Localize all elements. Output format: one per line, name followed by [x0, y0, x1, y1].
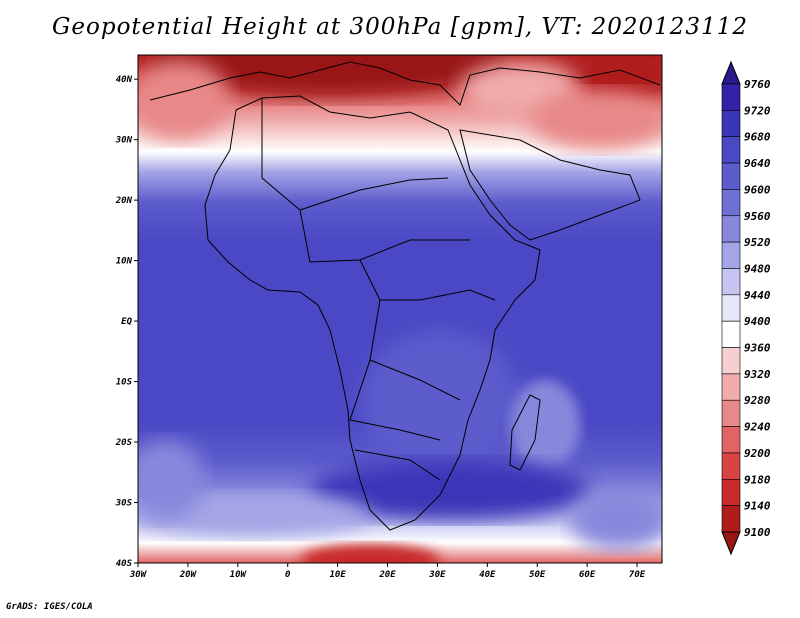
- lon-tick-label: 40E: [479, 570, 496, 580]
- map-title: Geopotential Height at 300hPa [gpm], VT:…: [52, 14, 748, 40]
- colorbar-label: 9320: [744, 368, 771, 381]
- colorbar-label: 9720: [744, 104, 771, 117]
- colorbar-box: [721, 110, 741, 138]
- colorbar-box: [721, 373, 741, 401]
- grads-credit: GrADS: IGES/COLA: [6, 602, 93, 612]
- lat-tick-label: 30S: [115, 499, 133, 509]
- lat-tick-label: 20S: [115, 438, 133, 448]
- longitude-axis: 30W 20W 10W 0 10E 20E 30E 40E 50E 60E 70E: [129, 563, 646, 580]
- colorbar-box: [721, 399, 741, 427]
- lat-tick-label: 30N: [115, 136, 133, 146]
- colorbar: 9760 9720 9680 9640 9600 9560 9520 9480 9440 9400…: [721, 60, 771, 556]
- lat-tick-label: 40N: [116, 75, 133, 85]
- colorbar-box: [721, 215, 741, 243]
- colorbar-box: [721, 268, 741, 296]
- lon-tick-label: 30W: [129, 570, 148, 580]
- lat-tick-label: 10S: [116, 378, 133, 388]
- plot-frame: [137, 54, 663, 564]
- colorbar-label: 9200: [744, 447, 771, 460]
- colorbar-label: 9280: [744, 394, 771, 407]
- colorbar-box: [721, 426, 741, 454]
- lon-tick-label: 30E: [428, 570, 446, 580]
- colorbar-bottom-arrow: [721, 531, 741, 556]
- colorbar-box: [721, 162, 741, 190]
- colorbar-box: [721, 505, 741, 533]
- lon-tick-label: 20E: [378, 570, 396, 580]
- height-field: [138, 55, 662, 563]
- colorbar-label: 9640: [744, 157, 771, 170]
- colorbar-label: 9140: [744, 500, 771, 513]
- colorbar-box: [721, 241, 741, 269]
- lon-tick-label: 60E: [579, 570, 596, 580]
- colorbar-label: 9760: [744, 78, 771, 91]
- lon-tick-label: 70E: [629, 570, 646, 580]
- colorbar-label: 9560: [744, 210, 771, 223]
- lat-tick-label: 40S: [116, 559, 133, 569]
- colorbar-box: [721, 320, 741, 348]
- lon-tick-label: 20W: [179, 570, 198, 580]
- colorbar-label: 9680: [744, 131, 771, 144]
- lat-tick-label: 10N: [116, 257, 133, 267]
- colorbar-box: [721, 294, 741, 322]
- lat-tick-label: 20N: [115, 196, 133, 206]
- colorbar-label: 9600: [744, 183, 771, 196]
- colorbar-label: 9180: [744, 473, 771, 486]
- lon-tick-label: 10W: [230, 570, 248, 580]
- colorbar-label: 9440: [744, 289, 771, 302]
- colorbar-label: 9400: [744, 315, 771, 328]
- latitude-axis: 40N 30N 20N 10N EQ 10S 20S 30S 40S: [115, 75, 138, 569]
- colorbar-box: [721, 136, 741, 164]
- lon-tick-label: 50E: [529, 570, 546, 580]
- lat-tick-label: EQ: [121, 317, 132, 327]
- colorbar-label: 9100: [744, 526, 771, 539]
- coastlines: [149, 61, 661, 531]
- colorbar-box: [721, 452, 741, 480]
- colorbar-box: [721, 347, 741, 375]
- colorbar-box: [721, 478, 741, 506]
- colorbar-label: 9480: [744, 262, 771, 275]
- colorbar-label: 9360: [744, 342, 771, 355]
- colorbar-box: [721, 189, 741, 217]
- colorbar-top-arrow: [721, 60, 741, 85]
- colorbar-label: 9520: [744, 236, 771, 249]
- lon-tick-label: 0: [285, 570, 291, 580]
- colorbar-box: [721, 83, 741, 111]
- colorbar-label: 9240: [744, 421, 771, 434]
- lon-tick-label: 10E: [329, 570, 346, 580]
